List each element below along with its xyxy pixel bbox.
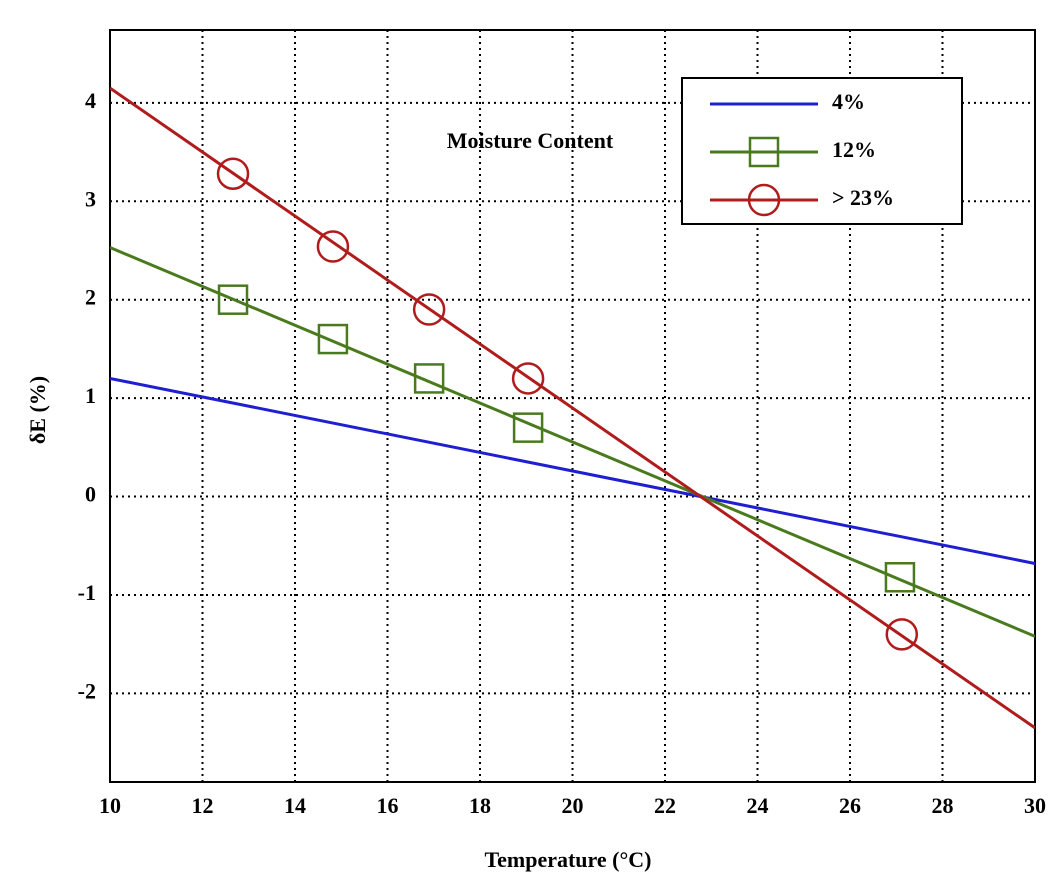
x-tick-label: 14: [284, 793, 306, 818]
series-line: [110, 86, 1035, 730]
y-tick-label: 3: [85, 186, 96, 211]
x-tick-label: 16: [377, 793, 399, 818]
marker: [216, 157, 250, 190]
marker: [316, 230, 350, 263]
x-tick-label: 10: [99, 793, 121, 818]
x-tick-label: 24: [747, 793, 769, 818]
legend-label: 12%: [832, 137, 876, 162]
y-tick-label: 1: [85, 383, 96, 408]
legend-marker: [748, 136, 780, 168]
marker: [217, 284, 249, 315]
y-tick-label: 4: [85, 88, 96, 113]
x-tick-label: 30: [1024, 793, 1046, 818]
legend-label: 4%: [832, 89, 865, 114]
x-tick-label: 26: [839, 793, 861, 818]
x-tick-label: 28: [932, 793, 954, 818]
y-tick-label: -1: [78, 580, 96, 605]
x-tick-label: 18: [469, 793, 491, 818]
marker: [885, 618, 919, 651]
y-tick-label: 2: [85, 285, 96, 310]
x-tick-label: 20: [562, 793, 584, 818]
legend-label: > 23%: [832, 185, 894, 210]
marker: [317, 323, 349, 355]
annotation: Moisture Content: [447, 128, 614, 153]
y-tick-label: -2: [78, 678, 96, 703]
marker: [412, 293, 446, 326]
x-axis-label: Temperature (°C): [484, 847, 651, 872]
plot-frame: [109, 29, 1036, 783]
y-tick-label: 0: [85, 482, 96, 507]
marker: [512, 412, 544, 443]
series-line: [110, 376, 1035, 565]
legend-marker: [747, 183, 781, 217]
series-line: [110, 246, 1035, 638]
x-tick-label: 22: [654, 793, 676, 818]
marker: [884, 562, 916, 593]
x-tick-label: 12: [192, 793, 214, 818]
y-axis-label: δE (%): [25, 376, 50, 444]
marker: [511, 362, 545, 395]
marker: [413, 363, 445, 394]
